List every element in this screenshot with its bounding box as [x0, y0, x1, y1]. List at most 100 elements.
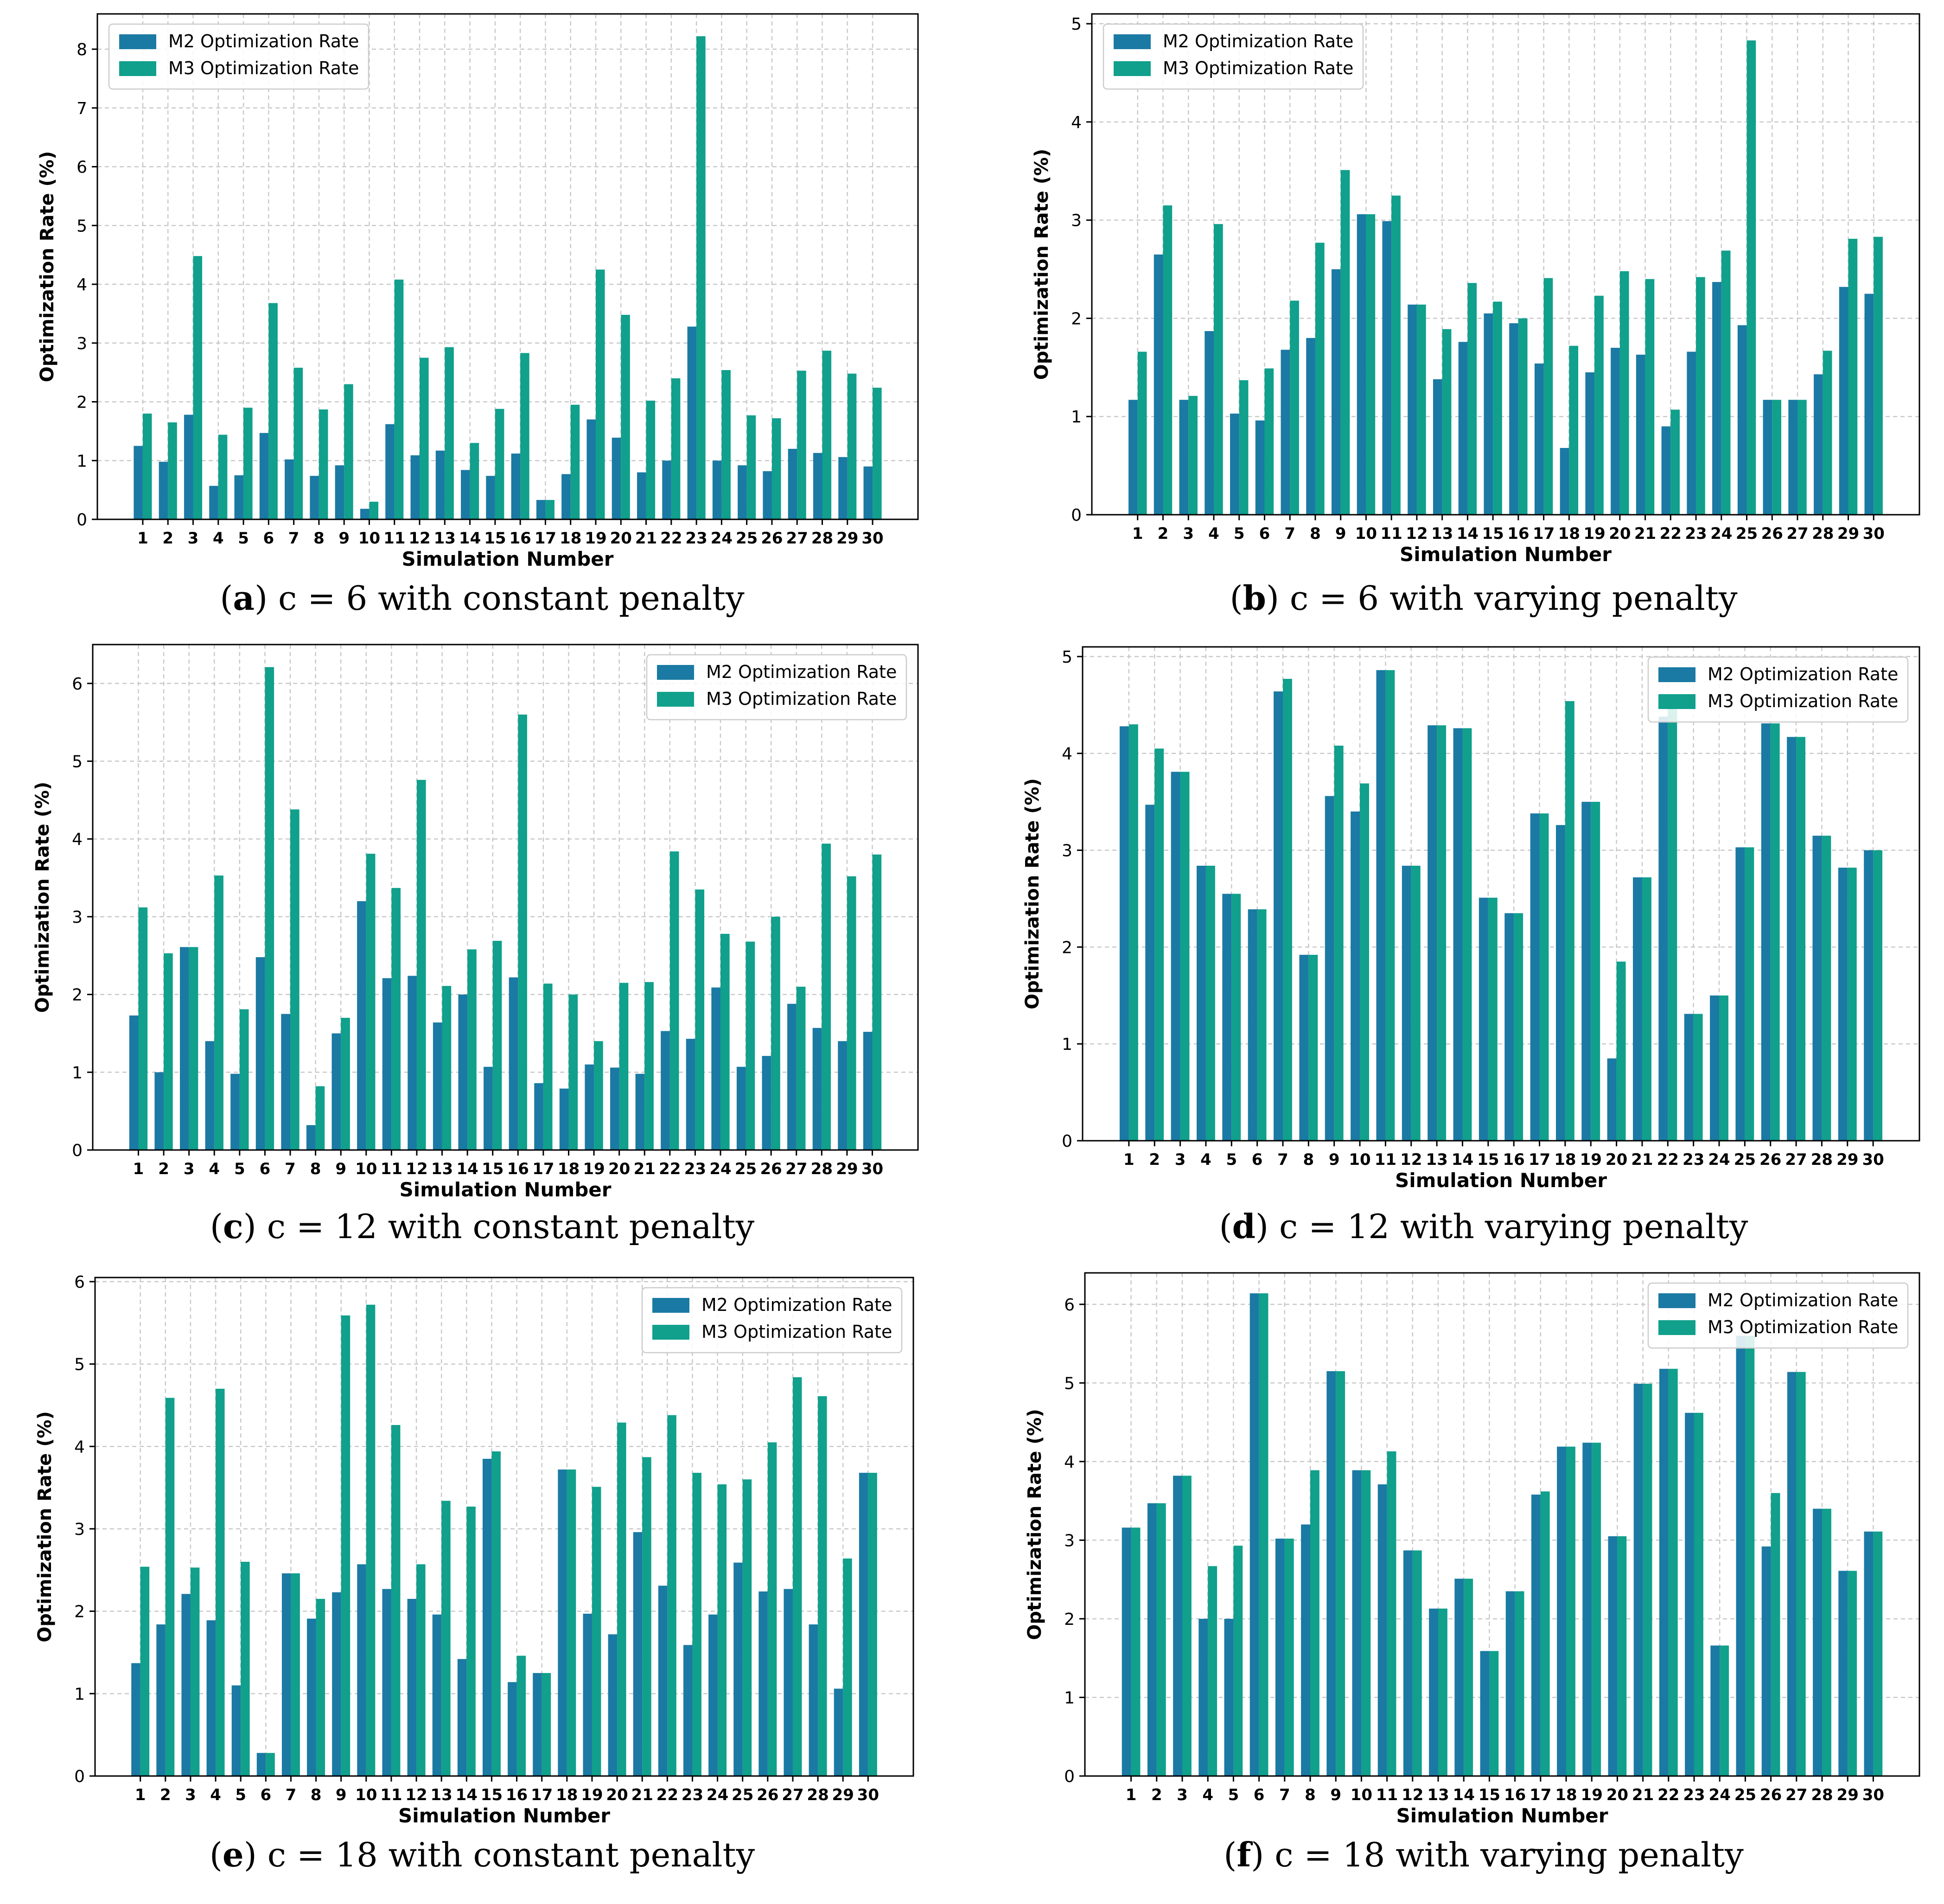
- y-tick-label: 8: [76, 40, 87, 59]
- m2-bar-24: [711, 987, 720, 1150]
- legend-label-m3: M3 Optimization Rate: [701, 1322, 892, 1342]
- x-tick-label: 23: [684, 1160, 706, 1178]
- m2-bar-2: [1154, 254, 1163, 515]
- legend-label-m2: M2 Optimization Rate: [701, 1295, 892, 1315]
- x-tick-label: 1: [137, 529, 148, 548]
- m2-bar-10: [1351, 811, 1360, 1141]
- m3-bar-23: [692, 1473, 701, 1776]
- m2-bar-17: [533, 1673, 542, 1776]
- m2-bar-25: [1736, 1335, 1746, 1776]
- m3-bar-14: [467, 949, 477, 1150]
- legend-label-m3: M3 Optimization Rate: [1708, 1317, 1898, 1337]
- x-tick-label: 6: [1254, 1786, 1265, 1804]
- y-tick-label: 1: [74, 1685, 85, 1704]
- m2-bar-3: [1171, 772, 1180, 1141]
- m3-bar-2: [164, 953, 173, 1150]
- m2-bar-22: [661, 1031, 670, 1150]
- legend-swatch-m3: [657, 692, 694, 707]
- m3-bar-24: [1721, 250, 1731, 515]
- x-tick-label: 15: [1477, 1150, 1499, 1169]
- x-tick-label: 29: [1837, 1786, 1859, 1804]
- m2-bar-8: [307, 1618, 316, 1776]
- y-tick-label: 0: [72, 1141, 83, 1160]
- m2-bar-28: [809, 1624, 818, 1776]
- m3-bar-16: [1518, 318, 1528, 515]
- m3-bar-1: [140, 1566, 150, 1776]
- m3-bar-18: [568, 994, 578, 1150]
- x-tick-label: 23: [685, 529, 707, 548]
- m2-bar-25: [1735, 847, 1745, 1141]
- x-tick-label: 26: [1760, 1786, 1782, 1804]
- x-tick-label: 19: [583, 1160, 605, 1178]
- legend: M2 Optimization Rate M3 Optimization Rate: [641, 1287, 903, 1354]
- x-tick-label: 8: [1305, 1786, 1316, 1804]
- m2-bar-3: [1179, 400, 1189, 515]
- x-tick-label: 21: [634, 1160, 656, 1178]
- legend: M2 Optimization Rate M3 Optimization Rate: [646, 654, 907, 721]
- m2-bar-27: [1787, 1372, 1797, 1776]
- m3-bar-1: [1128, 724, 1138, 1141]
- m2-bar-21: [633, 1532, 643, 1776]
- x-tick-label: 19: [585, 529, 606, 548]
- m2-bar-18: [558, 1470, 567, 1776]
- m2-bar-15: [484, 1067, 493, 1150]
- x-tick-label: 27: [1786, 524, 1808, 543]
- m3-bar-11: [394, 279, 404, 519]
- m3-bar-16: [1515, 1591, 1524, 1776]
- m2-bar-26: [758, 1591, 768, 1776]
- x-tick-label: 30: [1862, 1150, 1884, 1169]
- x-tick-label: 12: [406, 1160, 427, 1178]
- x-tick-label: 9: [1329, 1150, 1340, 1169]
- y-tick-label: 4: [74, 1438, 85, 1457]
- m2-bar-23: [1685, 1412, 1694, 1776]
- m2-bar-9: [1325, 796, 1334, 1141]
- m2-bar-10: [357, 901, 366, 1150]
- m2-bar-11: [382, 1589, 391, 1776]
- m3-bar-21: [644, 982, 654, 1150]
- m3-bar-29: [847, 876, 856, 1150]
- x-tick-label: 26: [761, 529, 783, 548]
- m2-bar-18: [1555, 825, 1565, 1141]
- m2-bar-23: [683, 1645, 693, 1776]
- m3-bar-11: [1387, 1451, 1396, 1776]
- y-tick-label: 0: [74, 1767, 85, 1786]
- m2-bar-2: [159, 461, 168, 519]
- m2-bar-11: [385, 424, 395, 519]
- m3-bar-27: [797, 371, 806, 519]
- m3-bar-5: [241, 1562, 250, 1776]
- m2-bar-13: [435, 450, 445, 519]
- x-tick-label: 16: [1507, 524, 1529, 543]
- m3-bar-24: [1720, 1645, 1729, 1776]
- legend-box: [1103, 23, 1364, 90]
- m3-bar-10: [369, 501, 379, 519]
- x-tick-label: 19: [1580, 1150, 1602, 1169]
- m3-bar-16: [1514, 913, 1523, 1141]
- x-tick-label: 24: [709, 1160, 731, 1178]
- m2-bar-6: [1255, 420, 1265, 515]
- m2-bar-12: [1402, 865, 1411, 1141]
- x-tick-label: 17: [531, 1786, 553, 1804]
- x-tick-label: 24: [1709, 1786, 1731, 1804]
- m2-bar-9: [331, 1033, 341, 1150]
- m2-bar-3: [1173, 1476, 1182, 1776]
- m3-bar-1: [138, 907, 148, 1150]
- x-tick-label: 25: [732, 1786, 753, 1804]
- x-tick-label: 5: [234, 1160, 245, 1178]
- x-tick-label: 23: [1683, 1786, 1705, 1804]
- m2-bar-29: [838, 457, 848, 519]
- legend-label-m2: M2 Optimization Rate: [706, 662, 897, 682]
- m2-bar-29: [834, 1688, 843, 1776]
- m2-bar-30: [1864, 294, 1874, 515]
- y-tick-label: 4: [76, 275, 87, 294]
- m3-bar-2: [165, 1398, 175, 1776]
- x-tick-label: 20: [606, 1786, 628, 1804]
- x-tick-label: 21: [631, 1786, 653, 1804]
- panel-caption: (d) c = 12 with varying penalty: [1219, 1207, 1748, 1246]
- m2-bar-13: [432, 1614, 442, 1776]
- y-tick-label: 4: [1071, 113, 1082, 132]
- m3-bar-14: [1464, 1578, 1473, 1776]
- m2-bar-23: [686, 1039, 695, 1150]
- y-tick-label: 4: [72, 830, 83, 849]
- x-tick-label: 11: [1376, 1786, 1398, 1804]
- legend-box: [1647, 656, 1909, 723]
